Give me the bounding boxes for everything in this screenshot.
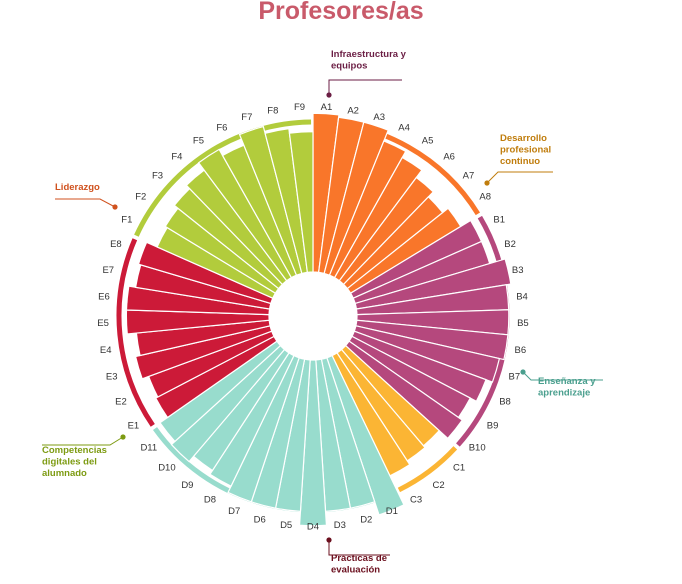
tick-label-f8: F8 [267, 105, 278, 116]
tick-label-d3: D3 [334, 520, 346, 531]
tick-label-d6: D6 [254, 515, 266, 526]
tick-label-e1: E1 [128, 420, 140, 431]
tick-label-a4: A4 [398, 122, 410, 133]
tick-label-b8: B8 [499, 397, 511, 408]
chart-title: Profesores/as [258, 0, 424, 25]
tick-label-a7: A7 [463, 170, 475, 181]
tick-label-f1: F1 [121, 214, 132, 225]
tick-label-b1: B1 [493, 214, 505, 225]
tick-label-d8: D8 [204, 494, 216, 505]
tick-label-a6: A6 [443, 152, 455, 163]
tick-label-b10: B10 [469, 442, 486, 453]
tick-label-c1: C1 [453, 462, 465, 473]
tick-label-a8: A8 [479, 191, 491, 202]
tick-label-d1: D1 [386, 506, 398, 517]
tick-label-b4: B4 [516, 291, 528, 302]
tick-label-f2: F2 [135, 191, 146, 202]
category-label-c: Desarrollo profesional continuo [500, 133, 551, 167]
tick-label-f9: F9 [294, 102, 305, 113]
tick-label-b6: B6 [514, 345, 526, 356]
tick-label-a3: A3 [373, 112, 385, 123]
tick-label-e8: E8 [110, 239, 122, 250]
tick-label-f3: F3 [152, 170, 163, 181]
tick-label-d5: D5 [280, 520, 292, 531]
center-hole [269, 272, 357, 360]
category-label-e: Prácticas de evaluación [331, 553, 387, 576]
tick-label-a1: A1 [321, 102, 333, 113]
tick-label-b3: B3 [512, 265, 524, 276]
tick-label-f6: F6 [216, 122, 227, 133]
tick-label-e4: E4 [100, 345, 112, 356]
tick-label-d2: D2 [360, 515, 372, 526]
tick-label-e6: E6 [98, 291, 110, 302]
category-label-f: Competencias digitales del alumnado [42, 445, 107, 479]
tick-label-b2: B2 [504, 239, 516, 250]
tick-label-d11: D11 [140, 442, 157, 453]
tick-label-f7: F7 [241, 112, 252, 123]
ring-arc-c [397, 446, 458, 493]
category-label-b: Infraestructura y equipos [331, 49, 407, 72]
category-label-a: Liderazgo [55, 182, 100, 193]
tick-label-a5: A5 [422, 136, 434, 147]
tick-label-b7: B7 [509, 371, 521, 382]
tick-label-d4: D4 [307, 522, 319, 533]
tick-label-b9: B9 [487, 420, 499, 431]
tick-label-e7: E7 [102, 265, 114, 276]
leader-line-a [55, 198, 116, 208]
leader-line-e [328, 540, 390, 556]
ring-arc-f [134, 119, 312, 237]
tick-label-d9: D9 [181, 480, 193, 491]
tick-label-e5: E5 [97, 318, 109, 329]
tick-label-f4: F4 [171, 152, 182, 163]
tick-label-e2: E2 [115, 397, 127, 408]
tick-label-e3: E3 [106, 371, 118, 382]
tick-label-c3: C3 [410, 494, 422, 505]
tick-label-a2: A2 [347, 105, 359, 116]
leader-line-d [522, 371, 603, 381]
ring-arc-e [116, 238, 155, 427]
tick-label-c2: C2 [433, 480, 445, 491]
leader-line-c [486, 171, 553, 184]
tick-label-d7: D7 [228, 506, 240, 517]
leader-line-f [42, 436, 124, 446]
tick-label-d10: D10 [158, 462, 175, 473]
leader-line-b [328, 79, 402, 95]
tick-label-b5: B5 [517, 318, 529, 329]
category-label-d: Enseñanza y aprendizaje [538, 376, 596, 399]
tick-label-f5: F5 [193, 136, 204, 147]
